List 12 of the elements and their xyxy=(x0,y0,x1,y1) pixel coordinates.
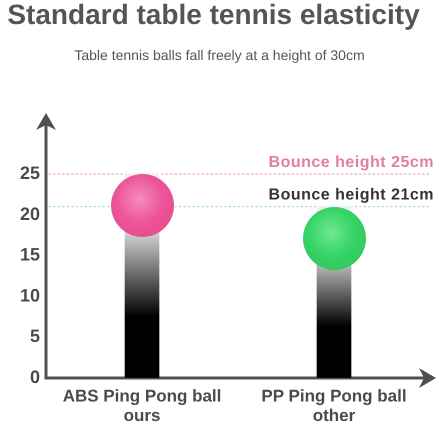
chart-title: Standard table tennis elasticity xyxy=(6,0,421,30)
y-tick-label: 0 xyxy=(30,366,40,387)
x-tick-label: PP Ping Pong ball other xyxy=(261,386,407,425)
x-tick-label: ABS Ping Pong ball ours xyxy=(62,386,222,425)
ref-line-label: Bounce height 25cm xyxy=(268,154,434,172)
ref-line-label: Bounce height 21cm xyxy=(268,186,434,204)
y-tick-label: 10 xyxy=(20,285,40,306)
y-tick-label: 15 xyxy=(20,244,40,265)
y-tick-label: 5 xyxy=(30,326,40,346)
chart-subtitle: Table tennis balls fall freely at a height of 30cm xyxy=(73,46,366,64)
y-tick-label: 20 xyxy=(20,204,40,224)
y-tick-label: 25 xyxy=(20,163,40,184)
